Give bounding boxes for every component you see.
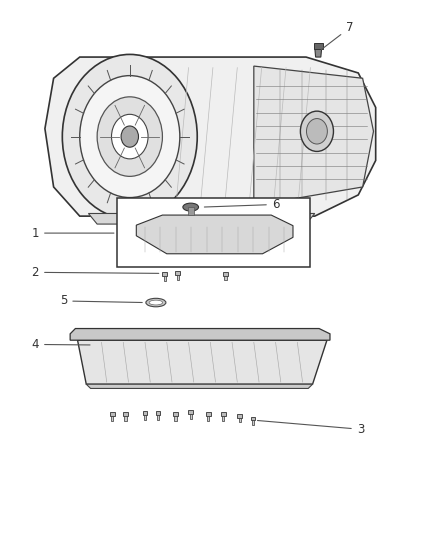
Circle shape: [97, 97, 162, 176]
Bar: [123, 413, 128, 416]
Bar: [157, 415, 159, 419]
Bar: [173, 413, 178, 416]
Bar: [223, 272, 228, 276]
Polygon shape: [88, 214, 315, 224]
Text: 4: 4: [32, 338, 90, 351]
Polygon shape: [136, 215, 293, 254]
Bar: [163, 276, 166, 281]
Circle shape: [112, 114, 148, 159]
Bar: [239, 418, 241, 422]
Circle shape: [300, 111, 333, 151]
Polygon shape: [45, 57, 376, 216]
Bar: [222, 416, 224, 421]
Text: 2: 2: [32, 266, 159, 279]
Bar: [190, 414, 192, 419]
Text: 1: 1: [32, 227, 114, 240]
Bar: [207, 416, 209, 421]
Bar: [117, 198, 311, 266]
Bar: [237, 414, 242, 418]
Polygon shape: [78, 340, 327, 384]
Bar: [174, 416, 177, 421]
Polygon shape: [70, 328, 330, 340]
Bar: [175, 271, 180, 275]
Bar: [252, 420, 254, 425]
Bar: [188, 410, 193, 414]
Bar: [111, 416, 113, 421]
Bar: [110, 413, 115, 416]
Circle shape: [80, 76, 180, 198]
Bar: [124, 416, 127, 421]
Bar: [314, 43, 322, 49]
Polygon shape: [315, 47, 322, 57]
Circle shape: [121, 126, 138, 147]
Bar: [221, 413, 226, 416]
Bar: [162, 272, 167, 276]
Polygon shape: [86, 384, 313, 389]
Text: 7: 7: [321, 21, 353, 50]
Bar: [143, 411, 148, 415]
Text: 5: 5: [60, 294, 142, 308]
Ellipse shape: [149, 300, 162, 305]
Bar: [206, 413, 211, 416]
Circle shape: [307, 118, 327, 144]
Text: 3: 3: [258, 421, 364, 436]
Ellipse shape: [183, 203, 198, 211]
Bar: [155, 411, 160, 415]
Bar: [251, 417, 255, 420]
Bar: [224, 276, 226, 280]
Polygon shape: [254, 66, 374, 206]
Text: 6: 6: [205, 198, 279, 211]
Bar: [177, 275, 179, 280]
Bar: [144, 415, 146, 419]
Circle shape: [62, 54, 197, 219]
Ellipse shape: [146, 298, 166, 307]
Bar: [187, 207, 194, 215]
